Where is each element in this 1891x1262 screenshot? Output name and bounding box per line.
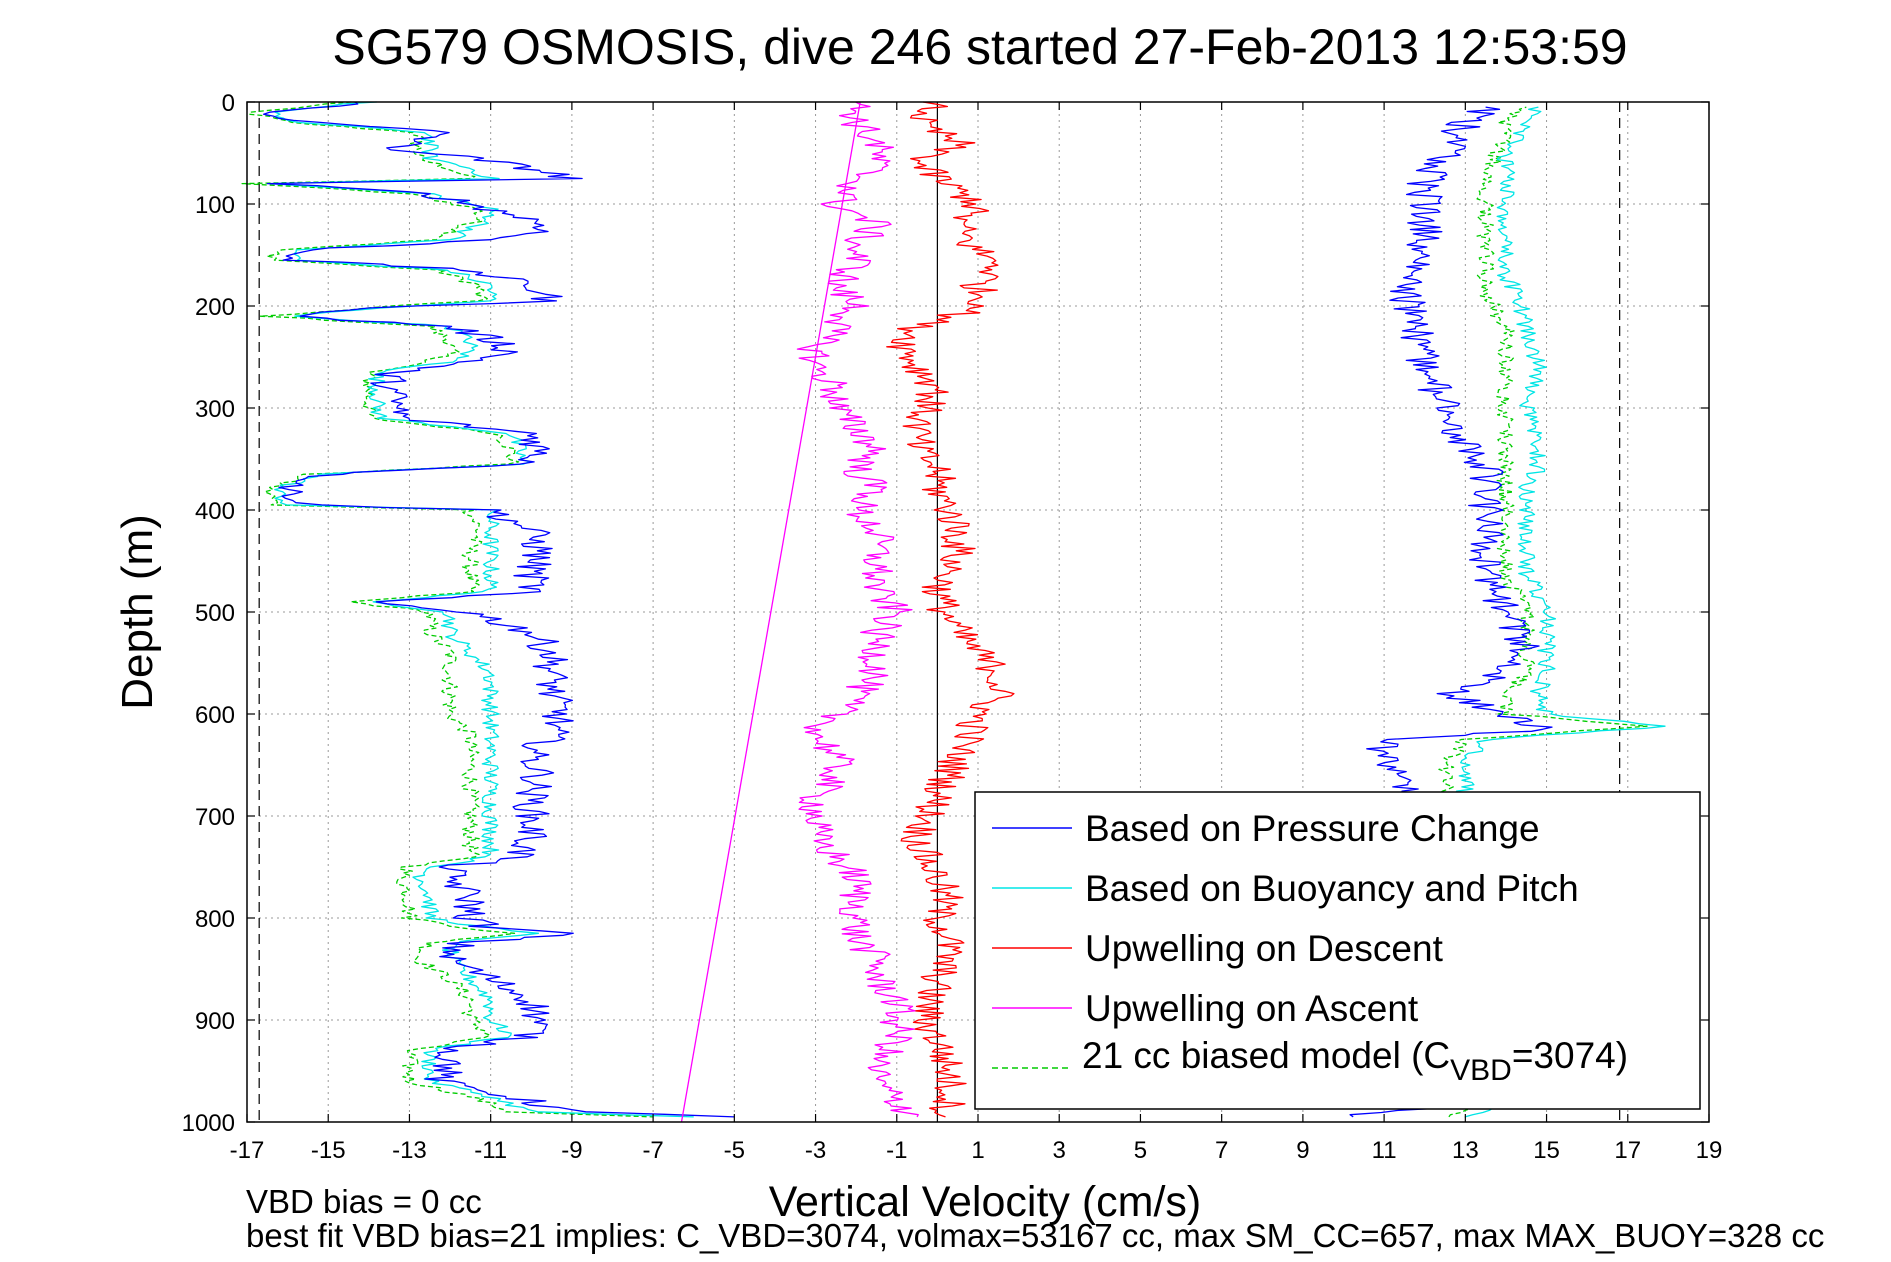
x-tick-label: -13 (392, 1137, 427, 1164)
y-tick-label: 700 (195, 804, 235, 831)
x-axis-label: Vertical Velocity (cm/s) (769, 1178, 1202, 1226)
upwelling-on-descent-values-line (886, 101, 1015, 1118)
legend-biased-model-suffix: =3074) (1512, 1035, 1628, 1076)
best-fit-annotation: best fit VBD bias=21 implies: C_VBD=3074… (246, 1217, 1824, 1254)
legend-biased-model-subscript: VBD (1450, 1054, 1512, 1087)
y-tick-label: 400 (195, 498, 235, 525)
y-tick-label: 800 (195, 906, 235, 933)
x-tick-label: -1 (886, 1137, 907, 1164)
x-tick-label: 5 (1134, 1137, 1147, 1164)
x-axis-ticks: -17 -15 -13 -11 -9 -7 -5 -3 -1 1 3 5 7 9 11 13 15 17 19 (230, 102, 1723, 1164)
y-axis-ticks: 0 100 200 300 400 500 600 700 800 900 1000 (182, 90, 1709, 1137)
x-tick-label: 15 (1533, 1137, 1560, 1164)
x-tick-label: 1 (971, 1137, 984, 1164)
x-tick-label: -7 (642, 1137, 663, 1164)
upwelling-on-ascent-values-line (796, 101, 919, 1118)
x-tick-label: 3 (1053, 1137, 1066, 1164)
legend-label-upwelling-ascent: Upwelling on Ascent (1085, 988, 1419, 1029)
x-tick-label: 7 (1215, 1137, 1228, 1164)
21-cc-biased-model-c-vbd-3074-descent-line (241, 101, 654, 1118)
y-tick-label: 300 (195, 396, 235, 423)
y-tick-label: 500 (195, 600, 235, 627)
x-tick-label: 9 (1296, 1137, 1309, 1164)
y-axis-label: Depth (m) (113, 514, 162, 710)
x-tick-label: -11 (474, 1137, 507, 1164)
legend-label-buoyancy: Based on Buoyancy and Pitch (1085, 868, 1579, 909)
x-tick-label: -3 (805, 1137, 826, 1164)
y-tick-label: 1000 (182, 1110, 235, 1137)
x-tick-label: 11 (1372, 1137, 1397, 1164)
legend: Based on Pressure Change Based on Buoyan… (974, 791, 1701, 1110)
x-tick-label: 13 (1452, 1137, 1479, 1164)
x-tick-label: -17 (230, 1137, 265, 1164)
x-tick-label: 19 (1696, 1137, 1723, 1164)
x-tick-label: -5 (724, 1137, 745, 1164)
y-tick-label: 0 (222, 90, 235, 117)
y-tick-label: 200 (195, 294, 235, 321)
x-tick-label: 17 (1614, 1137, 1641, 1164)
legend-label-biased-model: 21 cc biased model (CVBD=3074) (1082, 1035, 1628, 1087)
legend-label-pressure: Based on Pressure Change (1085, 808, 1540, 849)
legend-label-upwelling-descent: Upwelling on Descent (1085, 928, 1444, 969)
legend-box (974, 791, 1701, 1110)
ascent-trend-line-values-line (680, 101, 861, 1123)
y-tick-label: 100 (195, 192, 235, 219)
x-tick-label: -15 (311, 1137, 346, 1164)
chart-title: SG579 OSMOSIS, dive 246 started 27-Feb-2… (332, 19, 1627, 75)
based-on-pressure-change-descent-line (262, 101, 735, 1118)
y-tick-label: 900 (195, 1008, 235, 1035)
y-tick-label: 600 (195, 702, 235, 729)
x-tick-label: -9 (561, 1137, 582, 1164)
legend-biased-model-prefix: 21 cc biased model (C (1082, 1035, 1450, 1076)
bias-annotation: VBD bias = 0 cc (246, 1183, 482, 1220)
